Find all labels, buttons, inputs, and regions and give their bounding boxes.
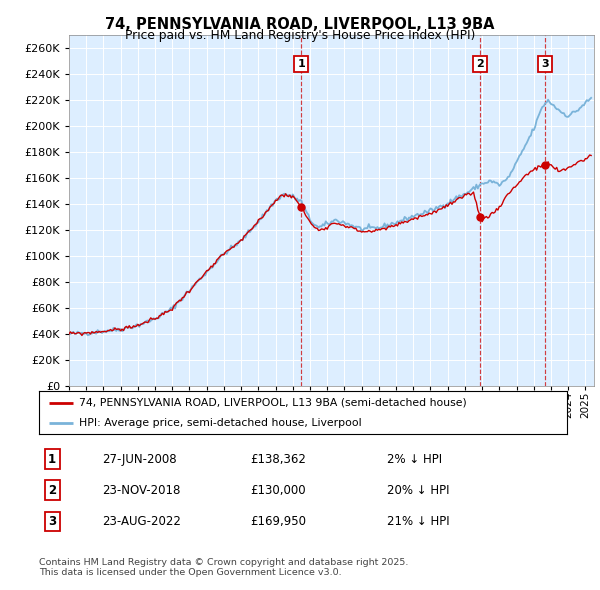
Text: £138,362: £138,362 xyxy=(250,453,306,466)
Text: 3: 3 xyxy=(541,59,548,69)
Text: Contains HM Land Registry data © Crown copyright and database right 2025.
This d: Contains HM Land Registry data © Crown c… xyxy=(39,558,409,577)
Text: 74, PENNSYLVANIA ROAD, LIVERPOOL, L13 9BA: 74, PENNSYLVANIA ROAD, LIVERPOOL, L13 9B… xyxy=(105,17,495,31)
Text: 2% ↓ HPI: 2% ↓ HPI xyxy=(388,453,443,466)
Text: 2: 2 xyxy=(476,59,484,69)
Text: Price paid vs. HM Land Registry's House Price Index (HPI): Price paid vs. HM Land Registry's House … xyxy=(125,29,475,42)
Text: 2: 2 xyxy=(48,484,56,497)
Text: 21% ↓ HPI: 21% ↓ HPI xyxy=(388,515,450,528)
Text: 23-AUG-2022: 23-AUG-2022 xyxy=(103,515,181,528)
Text: £130,000: £130,000 xyxy=(250,484,306,497)
Text: 3: 3 xyxy=(48,515,56,528)
Text: 23-NOV-2018: 23-NOV-2018 xyxy=(103,484,181,497)
Text: 20% ↓ HPI: 20% ↓ HPI xyxy=(388,484,450,497)
Text: £169,950: £169,950 xyxy=(250,515,306,528)
Text: 1: 1 xyxy=(298,59,305,69)
Text: 27-JUN-2008: 27-JUN-2008 xyxy=(103,453,177,466)
Text: HPI: Average price, semi-detached house, Liverpool: HPI: Average price, semi-detached house,… xyxy=(79,418,361,428)
Text: 74, PENNSYLVANIA ROAD, LIVERPOOL, L13 9BA (semi-detached house): 74, PENNSYLVANIA ROAD, LIVERPOOL, L13 9B… xyxy=(79,398,466,408)
Text: 1: 1 xyxy=(48,453,56,466)
